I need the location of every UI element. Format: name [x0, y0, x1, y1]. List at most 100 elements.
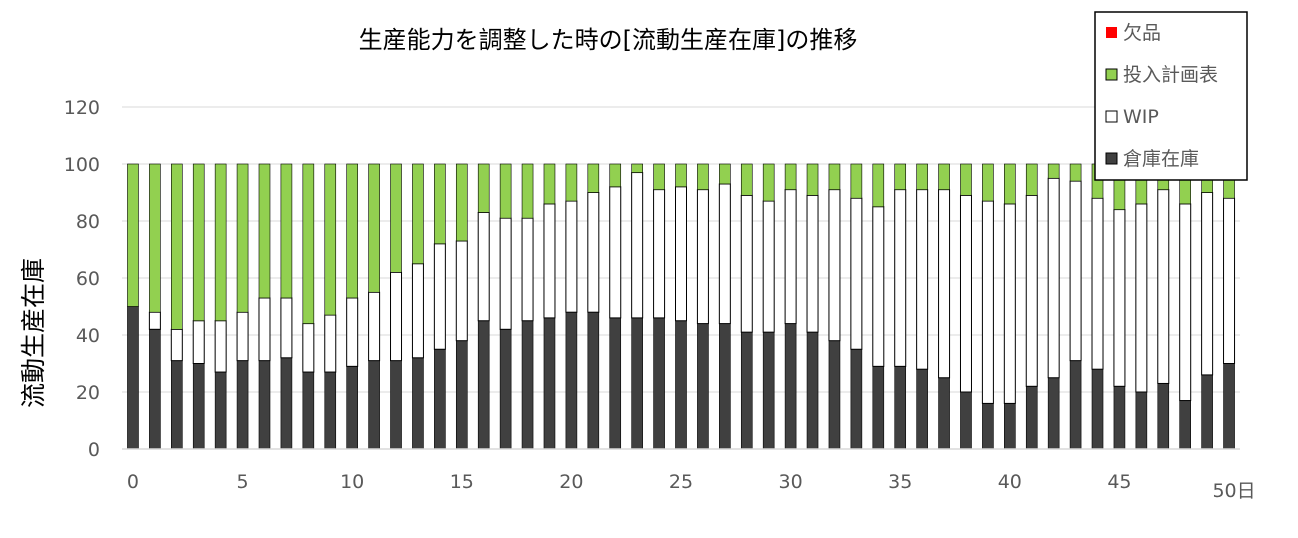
bar-segment	[938, 377, 950, 450]
bar-segment	[762, 331, 775, 450]
bar-segment	[236, 311, 249, 362]
bar-segment	[324, 163, 337, 316]
bar-segment	[938, 189, 951, 379]
legend-swatch	[1105, 152, 1118, 165]
legend-swatch	[1106, 27, 1117, 38]
bar-segment	[171, 360, 183, 450]
y-tick-labels: 0 20 40 60 80 100 120	[64, 97, 100, 461]
bar-segment	[850, 197, 863, 350]
bar-segment	[170, 328, 183, 362]
legend-box	[1094, 11, 1248, 181]
bar-segment	[718, 183, 731, 325]
bar-segment	[171, 163, 183, 330]
bar-segment	[784, 323, 797, 450]
bar-segment	[1179, 400, 1191, 450]
x-tick-label: 20	[559, 471, 583, 493]
bar-segment	[960, 163, 972, 196]
bar-segment	[346, 163, 358, 299]
bar-segment	[1157, 383, 1170, 450]
x-tick-label: 5	[237, 471, 249, 493]
bar-segment	[872, 366, 885, 450]
bar-segment	[477, 211, 490, 322]
bar-segment	[1113, 209, 1126, 387]
bar-segment	[390, 163, 402, 273]
bar-segment	[1069, 180, 1082, 362]
bar-segment	[675, 186, 687, 322]
bar-segment	[916, 368, 928, 450]
bar-segment	[697, 323, 709, 450]
bar-segment	[762, 200, 775, 333]
bar-segment	[960, 391, 972, 450]
bar-segment	[981, 200, 994, 404]
x-tick-label-last: 50日	[1212, 480, 1255, 502]
bar-segment	[1003, 203, 1016, 404]
bar-segment	[631, 163, 643, 173]
bar-segment	[675, 320, 687, 450]
bar-segment	[192, 363, 205, 450]
legend-label: 倉庫在庫	[1123, 148, 1199, 170]
bar-segment	[455, 340, 468, 450]
bar-segment	[587, 311, 600, 450]
legend-label: 投入計画表	[1123, 64, 1218, 86]
bar-segment	[477, 163, 490, 213]
bar-segment	[521, 320, 534, 450]
y-tick-label: 0	[88, 439, 100, 461]
bar-segment	[521, 217, 534, 322]
bar-segment	[850, 163, 863, 199]
bar-segment	[916, 189, 929, 370]
bar-segment	[894, 366, 907, 450]
bar-segment	[302, 323, 315, 373]
bar-segment	[740, 163, 753, 196]
y-axis-label: 流動生産在庫	[19, 258, 48, 408]
bar-segment	[324, 371, 337, 450]
bar-segment	[214, 163, 227, 322]
bar-segment	[1091, 197, 1104, 370]
bar-segment	[127, 163, 139, 307]
bar-segment	[1069, 163, 1082, 182]
bar-segment	[236, 360, 249, 450]
x-tick-label: 25	[669, 471, 693, 493]
bar-segment	[784, 189, 797, 325]
bar-segment	[1025, 385, 1038, 450]
bar-segment	[806, 331, 819, 450]
bar-segment	[609, 163, 622, 188]
bar-segment	[1004, 163, 1016, 205]
bar-segment	[1025, 194, 1038, 387]
bar-segment	[192, 163, 205, 322]
bar-segment	[280, 163, 293, 299]
bar-segment	[258, 163, 271, 299]
y-tick-label: 20	[76, 382, 100, 404]
bar-segment	[609, 186, 622, 319]
bar-segment	[1025, 163, 1038, 196]
chart-title: 生産能力を調整した時の[流動生産在庫]の推移	[359, 26, 858, 54]
bar-segment	[1179, 203, 1192, 402]
bar-segment	[740, 331, 753, 450]
bar-segment	[1135, 203, 1148, 393]
y-tick-label: 120	[64, 97, 100, 119]
bar-segment	[740, 194, 753, 333]
bar-segment	[192, 320, 205, 364]
bar-segment	[631, 317, 643, 450]
bar-segment	[631, 172, 644, 319]
bar-segment	[390, 271, 403, 362]
bar-segment	[609, 317, 622, 450]
bar-segment	[499, 163, 512, 219]
bar-segment	[214, 320, 227, 373]
bar-segment	[894, 163, 907, 190]
bar-segment	[280, 357, 293, 450]
bar-segment	[675, 163, 687, 188]
bar-segment	[916, 163, 928, 190]
x-tick-label: 0	[127, 471, 139, 493]
bar-segment	[828, 340, 841, 450]
x-tick-label: 15	[450, 471, 474, 493]
bar-segment	[784, 163, 797, 190]
legend-label: 欠品	[1123, 22, 1161, 44]
bar-segment	[521, 163, 534, 219]
x-tick-label: 30	[779, 471, 803, 493]
bar-segment	[390, 360, 402, 450]
bar-segment	[828, 163, 841, 190]
x-tick-label: 10	[340, 471, 364, 493]
bar-segment	[346, 366, 358, 450]
